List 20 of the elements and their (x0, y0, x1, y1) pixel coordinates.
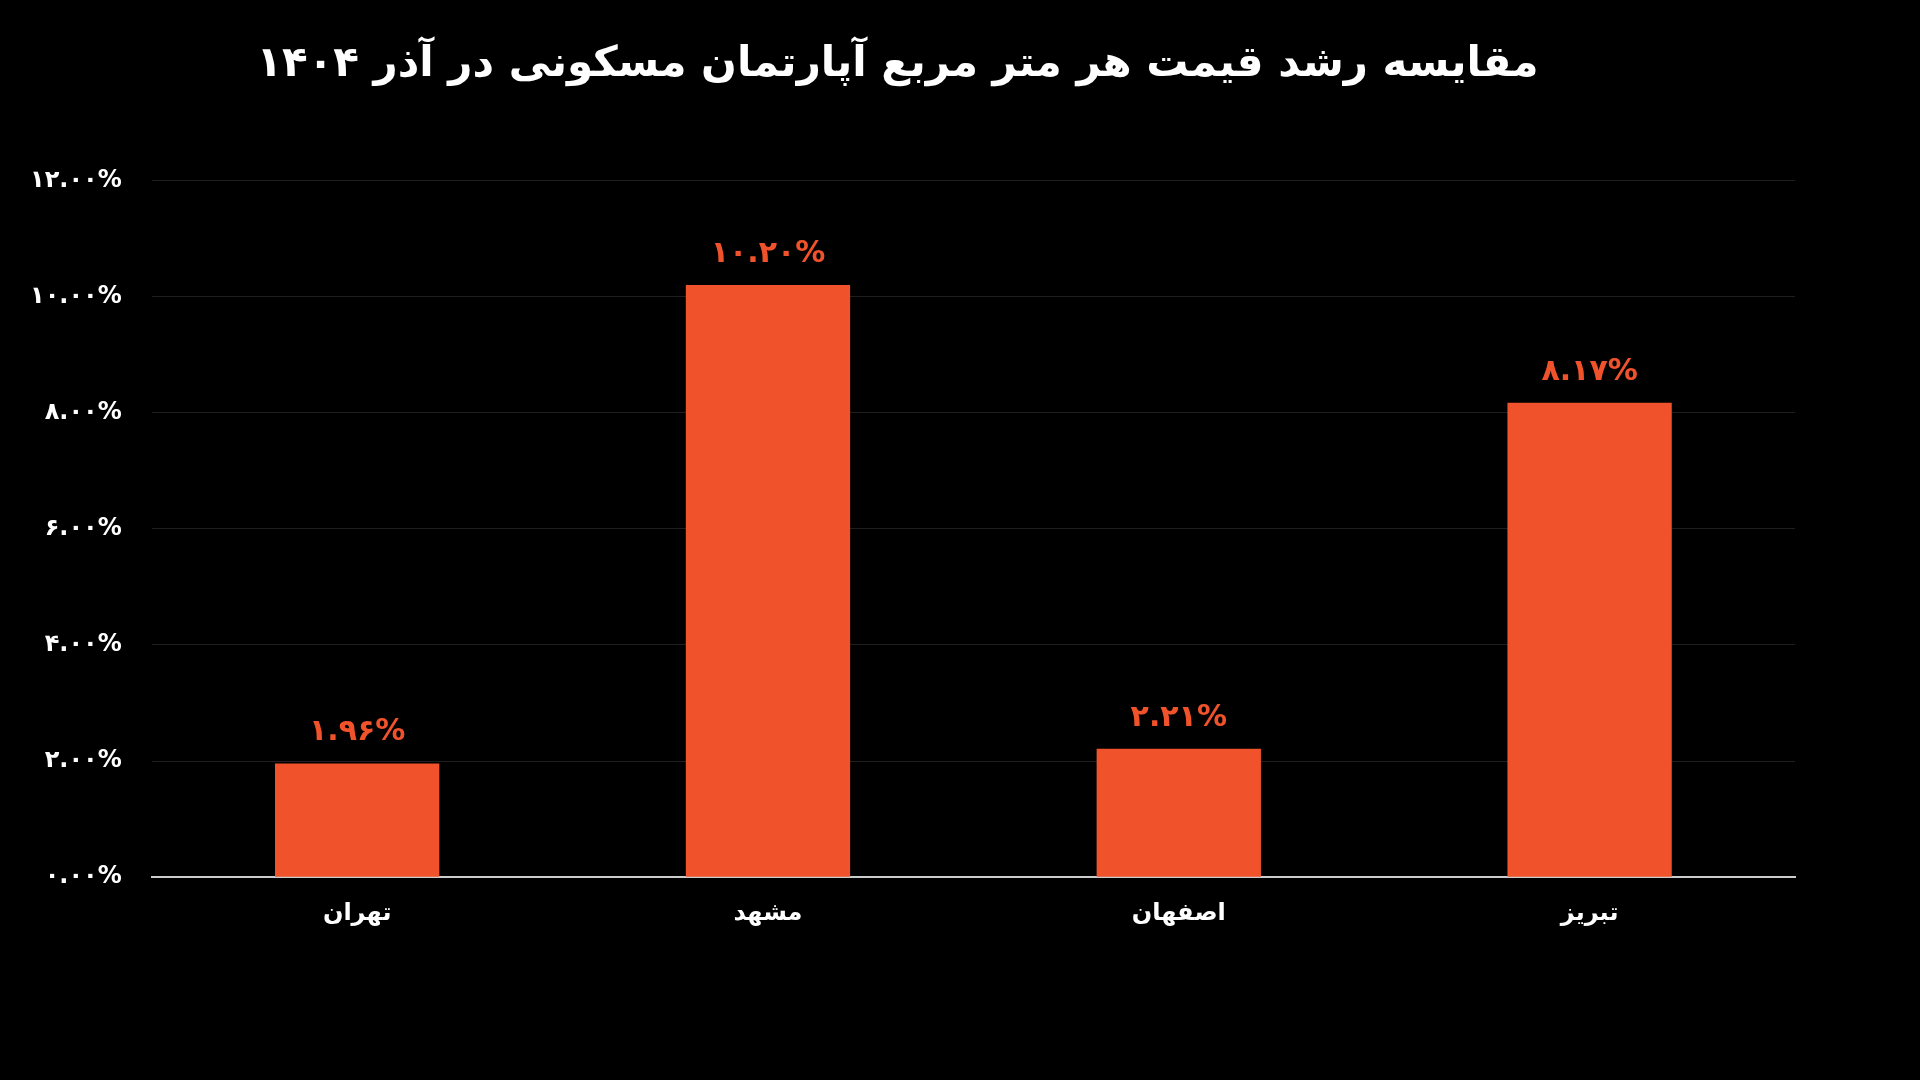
x-tick-label: مشهد (733, 897, 803, 926)
x-tick-label: تهران (322, 897, 392, 926)
data-label: ۲.۲۱% (1130, 697, 1227, 733)
chart-title: مقایسه رشد قیمت هر متر مربع آپارتمان مسکونی در آذر ۱۴۰۴ (256, 36, 1539, 88)
bar (1507, 402, 1672, 877)
bar (1096, 748, 1261, 877)
x-tick-label: اصفهان (1131, 897, 1226, 926)
y-tick-label: ۱۰.۰۰% (29, 280, 122, 309)
data-label: ۱۰.۲۰% (710, 233, 826, 269)
data-label: ۱.۹۶% (308, 712, 406, 748)
bar (275, 763, 440, 877)
y-tick-label: ۶.۰۰% (44, 513, 122, 542)
y-tick-label: ۸.۰۰% (44, 396, 122, 425)
y-tick-label: ۴.۰۰% (44, 629, 122, 658)
y-tick-label: ۱۲.۰۰% (29, 164, 122, 193)
bar (685, 284, 851, 877)
x-tick-label: تبریز (1559, 897, 1619, 926)
y-tick-label: ۲.۰۰% (44, 745, 122, 774)
y-tick-label: ۰.۰۰% (44, 861, 122, 890)
data-label: ۸.۱۷% (1541, 351, 1638, 387)
